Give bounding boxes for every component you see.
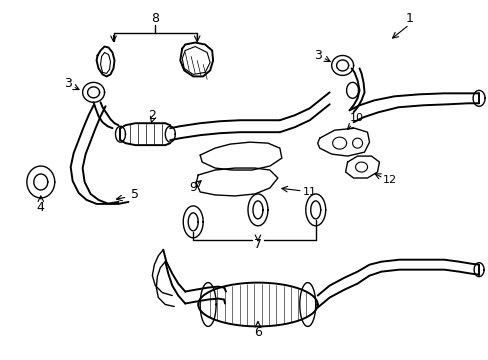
Text: 6: 6 [253, 326, 262, 339]
Text: 3: 3 [63, 77, 71, 90]
Text: 10: 10 [349, 113, 363, 123]
Text: 9: 9 [189, 181, 197, 194]
Text: 12: 12 [382, 175, 396, 185]
Text: 3: 3 [313, 49, 321, 62]
Text: 4: 4 [37, 201, 44, 215]
Text: 11: 11 [302, 187, 316, 197]
Text: 1: 1 [405, 12, 412, 25]
Text: 2: 2 [148, 109, 156, 122]
Text: 5: 5 [131, 188, 139, 202]
Text: 7: 7 [253, 238, 262, 251]
Text: 8: 8 [151, 12, 159, 25]
